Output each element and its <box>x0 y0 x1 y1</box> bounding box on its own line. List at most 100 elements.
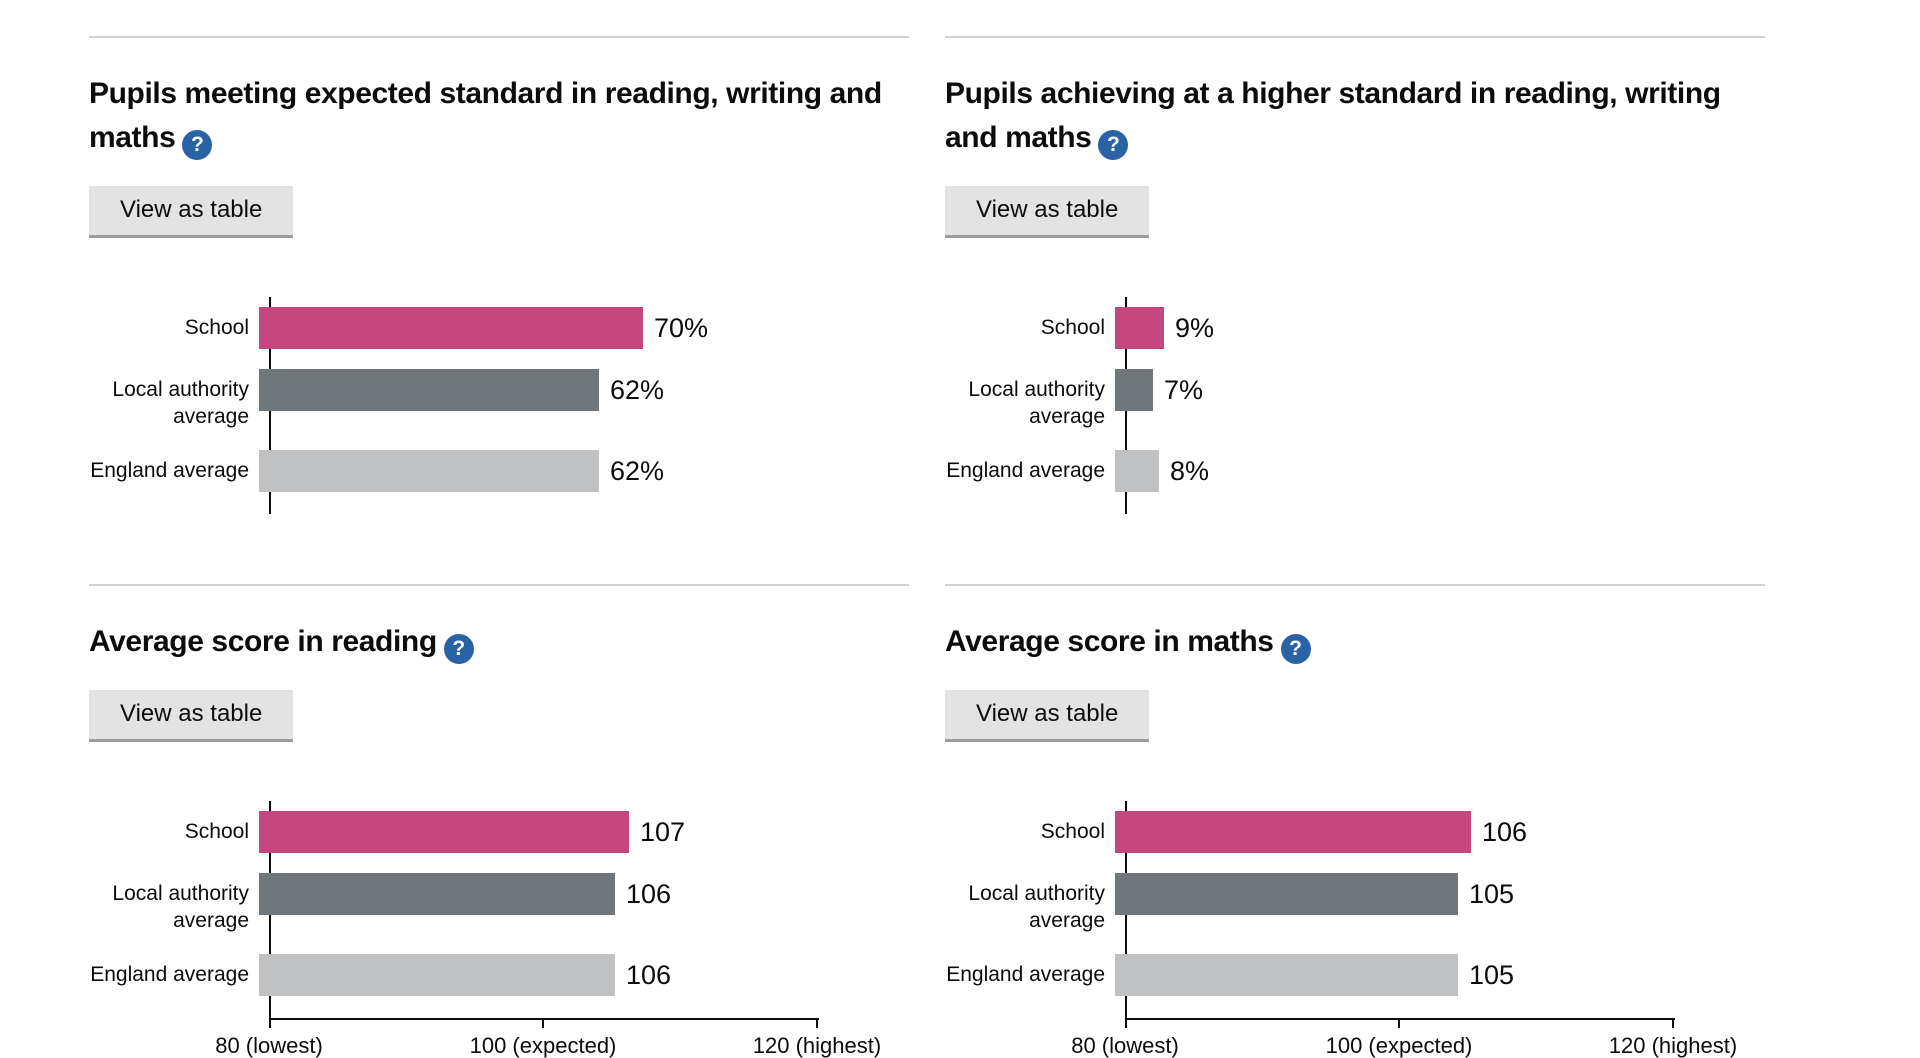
bar-local-authority-average <box>259 873 615 915</box>
view-as-table-button[interactable]: View as table <box>89 186 294 235</box>
bar-track: 70% <box>259 307 708 349</box>
bar-row: England average 105 <box>946 954 1675 996</box>
category-label-local-authority-average: Local authority average <box>112 882 249 932</box>
bar-school <box>259 811 629 853</box>
chart-card-expected-standard: Pupils meeting expected standard in read… <box>89 36 909 584</box>
bar-row: Local authority average 62% <box>112 369 819 430</box>
axis-tick-label: 120 (highest) <box>1608 1033 1738 1058</box>
axis-tick <box>542 1020 544 1028</box>
chart-title: Average score in reading? <box>89 620 895 664</box>
bar-value-label: 106 <box>626 959 672 990</box>
bar-value-label: 105 <box>1469 959 1515 990</box>
axis-tick-label: 100 (expected) <box>1325 1033 1473 1058</box>
chart-title: Pupils meeting expected standard in read… <box>89 72 895 160</box>
bar-row: School 107 <box>185 811 819 853</box>
bar-value-label: 62% <box>610 374 665 405</box>
axis-tick-label: 80 (lowest) <box>1071 1033 1179 1058</box>
bar-track: 7% <box>1115 369 1203 411</box>
chart-card-maths-score: Average score in maths? View as table Sc… <box>945 584 1765 1058</box>
chart-title: Average score in maths? <box>945 620 1751 664</box>
bar-local-authority-average <box>1115 873 1458 915</box>
category-label-school: School <box>1040 316 1105 339</box>
view-as-table-button[interactable]: View as table <box>89 690 294 739</box>
axis-tick <box>1398 1020 1400 1028</box>
bar-track: 62% <box>259 450 664 492</box>
help-icon[interactable]: ? <box>182 130 213 160</box>
chart-title-text: Average score in reading <box>89 625 437 658</box>
category-label-local-authority-average: Local authority average <box>968 882 1105 932</box>
bar-local-authority-average <box>259 369 599 411</box>
bar-value-label: 107 <box>640 816 686 847</box>
bar-local-authority-average <box>1115 369 1153 411</box>
axis-tick <box>816 1020 818 1028</box>
bar-chart: School 70% Local authority average 62% Engla… <box>89 297 909 514</box>
axis-tick-label: 120 (highest) <box>752 1033 882 1058</box>
bar-row: School 106 <box>1041 811 1675 853</box>
view-as-table-button[interactable]: View as table <box>945 186 1150 235</box>
bar-row: Local authority average 105 <box>968 873 1675 934</box>
plot-area: School 9% Local authority average 7% England… <box>946 297 1675 514</box>
chart-title-text: Pupils meeting expected standard in read… <box>89 77 882 154</box>
bar-value-label: 7% <box>1164 374 1204 405</box>
category-label-school: School <box>1040 820 1105 843</box>
bar-track: 9% <box>1115 307 1214 349</box>
bar-england-average <box>1115 450 1159 492</box>
bar-value-label: 70% <box>654 312 709 343</box>
plot-area: School 106 Local authority average 105 Engla… <box>946 801 1675 1018</box>
category-label-school: School <box>184 820 249 843</box>
x-axis: 80 (lowest) 100 (expected) 120 (highest) <box>1071 1018 1737 1058</box>
bar-england-average <box>1115 954 1458 996</box>
axis-tick <box>269 1020 271 1028</box>
category-label-local-authority-average: Local authority average <box>112 378 249 428</box>
view-as-table-button[interactable]: View as table <box>945 690 1150 739</box>
bar-value-label: 105 <box>1469 878 1515 909</box>
bar-row: England average 8% <box>946 450 1675 492</box>
bar-track: 105 <box>1115 954 1514 996</box>
bar-row: School 9% <box>1041 307 1675 349</box>
chart-title: Pupils achieving at a higher standard in… <box>945 72 1751 160</box>
help-icon[interactable]: ? <box>1280 634 1311 664</box>
bar-track: 62% <box>259 369 664 411</box>
category-label-england-average: England average <box>90 963 249 986</box>
chart-card-higher-standard: Pupils achieving at a higher standard in… <box>945 36 1765 584</box>
category-label-england-average: England average <box>946 963 1105 986</box>
bar-track: 106 <box>259 954 671 996</box>
chart-title-text: Average score in maths <box>945 625 1274 658</box>
bar-track: 107 <box>259 811 685 853</box>
bar-chart: School 106 Local authority average 105 Engla… <box>945 801 1765 1058</box>
bar-school <box>1115 307 1164 349</box>
bar-track: 8% <box>1115 450 1209 492</box>
axis-tick <box>1672 1020 1674 1028</box>
help-icon[interactable]: ? <box>1098 130 1129 160</box>
bar-row: England average 106 <box>90 954 819 996</box>
bar-england-average <box>259 450 599 492</box>
category-label-england-average: England average <box>946 459 1105 482</box>
axis-tick-label: 100 (expected) <box>469 1033 617 1058</box>
bar-chart: School 107 Local authority average 106 Engla… <box>89 801 909 1058</box>
bar-england-average <box>259 954 615 996</box>
bar-school <box>1115 811 1471 853</box>
category-label-england-average: England average <box>90 459 249 482</box>
axis-tick-label: 80 (lowest) <box>215 1033 323 1058</box>
x-axis: 80 (lowest) 100 (expected) 120 (highest) <box>215 1018 881 1058</box>
chart-card-reading-score: Average score in reading? View as table … <box>89 584 909 1058</box>
bar-value-label: 9% <box>1175 312 1215 343</box>
chart-title-text: Pupils achieving at a higher standard in… <box>945 77 1721 154</box>
bar-row: Local authority average 7% <box>968 369 1675 430</box>
bar-chart: School 9% Local authority average 7% England… <box>945 297 1765 514</box>
bar-row: England average 62% <box>90 450 819 492</box>
help-icon[interactable]: ? <box>443 634 474 664</box>
axis-tick <box>1125 1020 1127 1028</box>
bar-row: Local authority average 106 <box>112 873 819 934</box>
bar-row: School 70% <box>185 307 819 349</box>
bar-track: 106 <box>259 873 671 915</box>
category-label-school: School <box>184 316 249 339</box>
bar-value-label: 106 <box>626 878 672 909</box>
plot-area: School 70% Local authority average 62% Engla… <box>90 297 819 514</box>
bar-value-label: 8% <box>1170 455 1210 486</box>
bar-track: 105 <box>1115 873 1514 915</box>
bar-value-label: 62% <box>610 455 665 486</box>
category-label-local-authority-average: Local authority average <box>968 378 1105 428</box>
bar-value-label: 106 <box>1482 816 1528 847</box>
